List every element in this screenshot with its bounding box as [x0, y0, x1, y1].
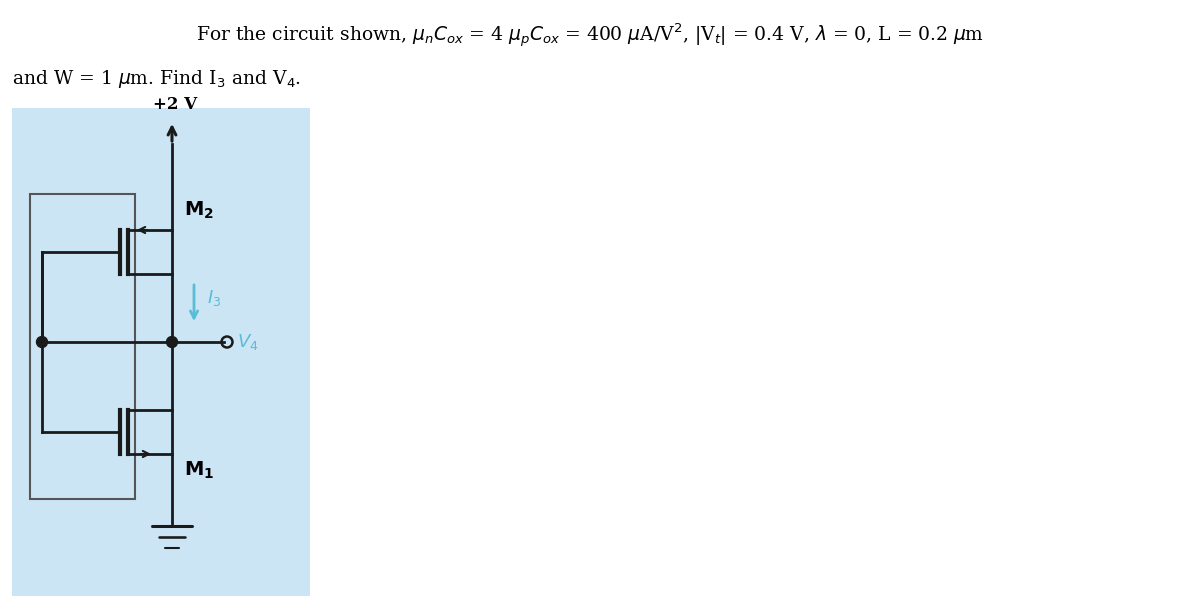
Text: For the circuit shown, $\mu_n C_{ox}$ = 4 $\mu_p C_{ox}$ = 400 $\mu$A/V$^2$, |V$: For the circuit shown, $\mu_n C_{ox}$ = … [196, 22, 984, 50]
Text: $\mathbf{M_2}$: $\mathbf{M_2}$ [184, 200, 214, 220]
Circle shape [167, 336, 178, 348]
Text: $\mathbf{M_1}$: $\mathbf{M_1}$ [184, 459, 215, 481]
Circle shape [36, 336, 48, 348]
Text: and W = 1 $\mu$m. Find I$_3$ and V$_4$.: and W = 1 $\mu$m. Find I$_3$ and V$_4$. [12, 68, 301, 90]
Text: $\mathit{I_3}$: $\mathit{I_3}$ [206, 288, 221, 308]
FancyBboxPatch shape [12, 108, 310, 596]
Text: $\mathit{V_4}$: $\mathit{V_4}$ [238, 332, 258, 352]
Text: +2 V: +2 V [152, 96, 197, 112]
Bar [30, 194, 134, 499]
